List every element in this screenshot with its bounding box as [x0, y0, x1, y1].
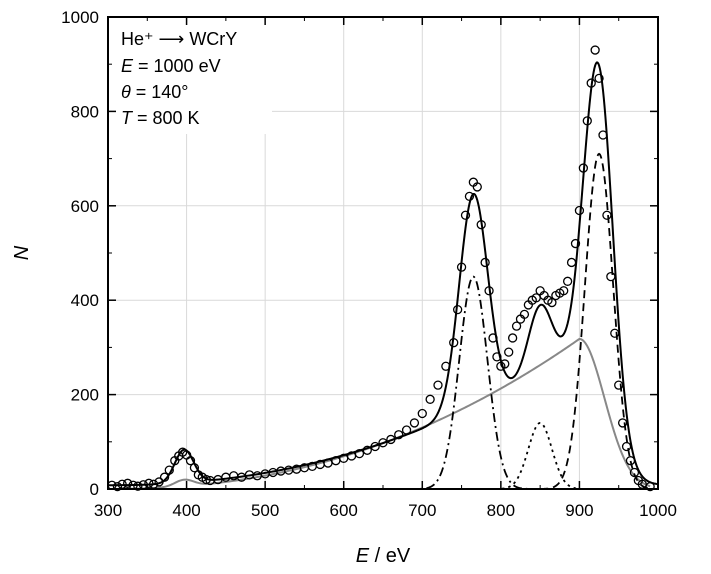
data-point	[122, 478, 133, 488]
data-point	[189, 463, 200, 473]
x-tick-label-1000: 1000	[639, 501, 677, 520]
data-point	[394, 430, 404, 440]
x-axis-title: E / eV	[356, 545, 411, 567]
tick-labels: 300 400 500 600 700 800 900 1000 0 200 400 600 800 10…	[61, 8, 677, 520]
annotation-line-3-var: θ	[121, 82, 131, 102]
data-point	[201, 474, 211, 485]
data-markers	[107, 45, 655, 492]
data-point	[500, 359, 510, 369]
data-point	[417, 408, 427, 419]
data-point	[621, 441, 632, 452]
annotation-line-1: He⁺ ⟶ WCrY	[121, 29, 237, 49]
data-point	[570, 238, 581, 249]
y-tick-label-1000: 1000	[61, 8, 99, 27]
data-point	[480, 257, 490, 268]
data-point	[488, 333, 498, 343]
data-point	[547, 297, 557, 308]
annotation-line-3-value: = 140°	[131, 82, 189, 102]
annotation-line-2-value: = 1000 eV	[133, 56, 221, 76]
x-tick-label-400: 400	[172, 501, 200, 520]
data-point	[425, 394, 435, 404]
data-point	[562, 276, 573, 286]
data-point	[370, 441, 380, 452]
curve-peak-925	[514, 152, 659, 490]
data-point	[112, 481, 123, 492]
data-point	[645, 481, 655, 492]
data-point	[476, 220, 486, 230]
data-point	[433, 380, 443, 390]
data-point	[441, 361, 451, 371]
annotation-line-4-var: T	[121, 108, 134, 128]
data-point	[598, 130, 608, 140]
data-point	[449, 338, 459, 348]
data-point	[472, 182, 482, 192]
annotation-line-3: θ = 140°	[121, 82, 189, 102]
curve-background	[123, 337, 651, 490]
data-point	[401, 425, 412, 435]
data-point	[452, 304, 463, 315]
data-point	[159, 472, 170, 482]
data-point	[519, 309, 530, 320]
data-point	[610, 328, 620, 338]
curve-fit-total	[108, 61, 659, 487]
y-axis-title: N	[11, 245, 33, 260]
x-tick-label-700: 700	[408, 501, 436, 520]
y-tick-label-400: 400	[71, 291, 99, 310]
data-point	[154, 477, 164, 487]
data-point	[559, 286, 569, 296]
x-tick-label-500: 500	[251, 501, 279, 520]
data-point	[625, 456, 636, 466]
x-axis-var: E	[356, 545, 370, 567]
curve-peak-760	[388, 275, 559, 490]
data-point	[578, 163, 589, 173]
annotation-background	[112, 22, 272, 134]
data-point	[602, 210, 612, 220]
data-point	[492, 352, 502, 362]
data-point	[378, 438, 388, 448]
data-point	[144, 478, 154, 488]
data-point	[386, 434, 396, 445]
data-point	[586, 78, 596, 88]
data-point	[590, 45, 600, 55]
annotation-line-2-var: E	[121, 56, 134, 76]
y-tick-label-600: 600	[71, 197, 99, 216]
data-point	[409, 418, 420, 428]
data-point	[354, 448, 365, 459]
annotation-line-2: E = 1000 eV	[121, 56, 221, 76]
annotation-line-4: T = 800 K	[121, 108, 200, 128]
annotation-box: He⁺ ⟶ WCrY E = 1000 eV θ = 140° T = 800 …	[112, 22, 272, 134]
x-tick-label-600: 600	[330, 501, 358, 520]
data-point	[164, 465, 174, 475]
y-tick-label-800: 800	[71, 102, 99, 121]
data-point	[614, 380, 624, 390]
data-point	[511, 321, 522, 331]
x-axis-unit: / eV	[369, 545, 411, 567]
data-point	[464, 191, 475, 202]
data-point	[484, 286, 494, 296]
data-point	[629, 467, 640, 478]
data-point	[582, 116, 592, 126]
data-point	[185, 456, 196, 466]
x-tick-label-800: 800	[487, 501, 515, 520]
data-point	[456, 262, 467, 272]
data-point	[504, 347, 514, 357]
x-tick-label-300: 300	[94, 501, 122, 520]
data-point	[133, 481, 143, 491]
data-point	[362, 445, 372, 455]
y-tick-label-200: 200	[71, 386, 99, 405]
annotation-line-4-value: = 800 K	[132, 108, 200, 128]
data-point	[460, 210, 471, 220]
data-point	[594, 73, 604, 84]
data-point	[507, 333, 518, 343]
ticks	[107, 16, 659, 490]
data-point	[574, 205, 585, 216]
x-tick-label-900: 900	[565, 501, 593, 520]
y-tick-label-0: 0	[90, 480, 99, 499]
curve-peak-850	[469, 422, 611, 490]
data-point	[617, 418, 628, 428]
data-point	[606, 271, 616, 282]
data-point	[221, 472, 231, 482]
data-point	[566, 257, 577, 268]
